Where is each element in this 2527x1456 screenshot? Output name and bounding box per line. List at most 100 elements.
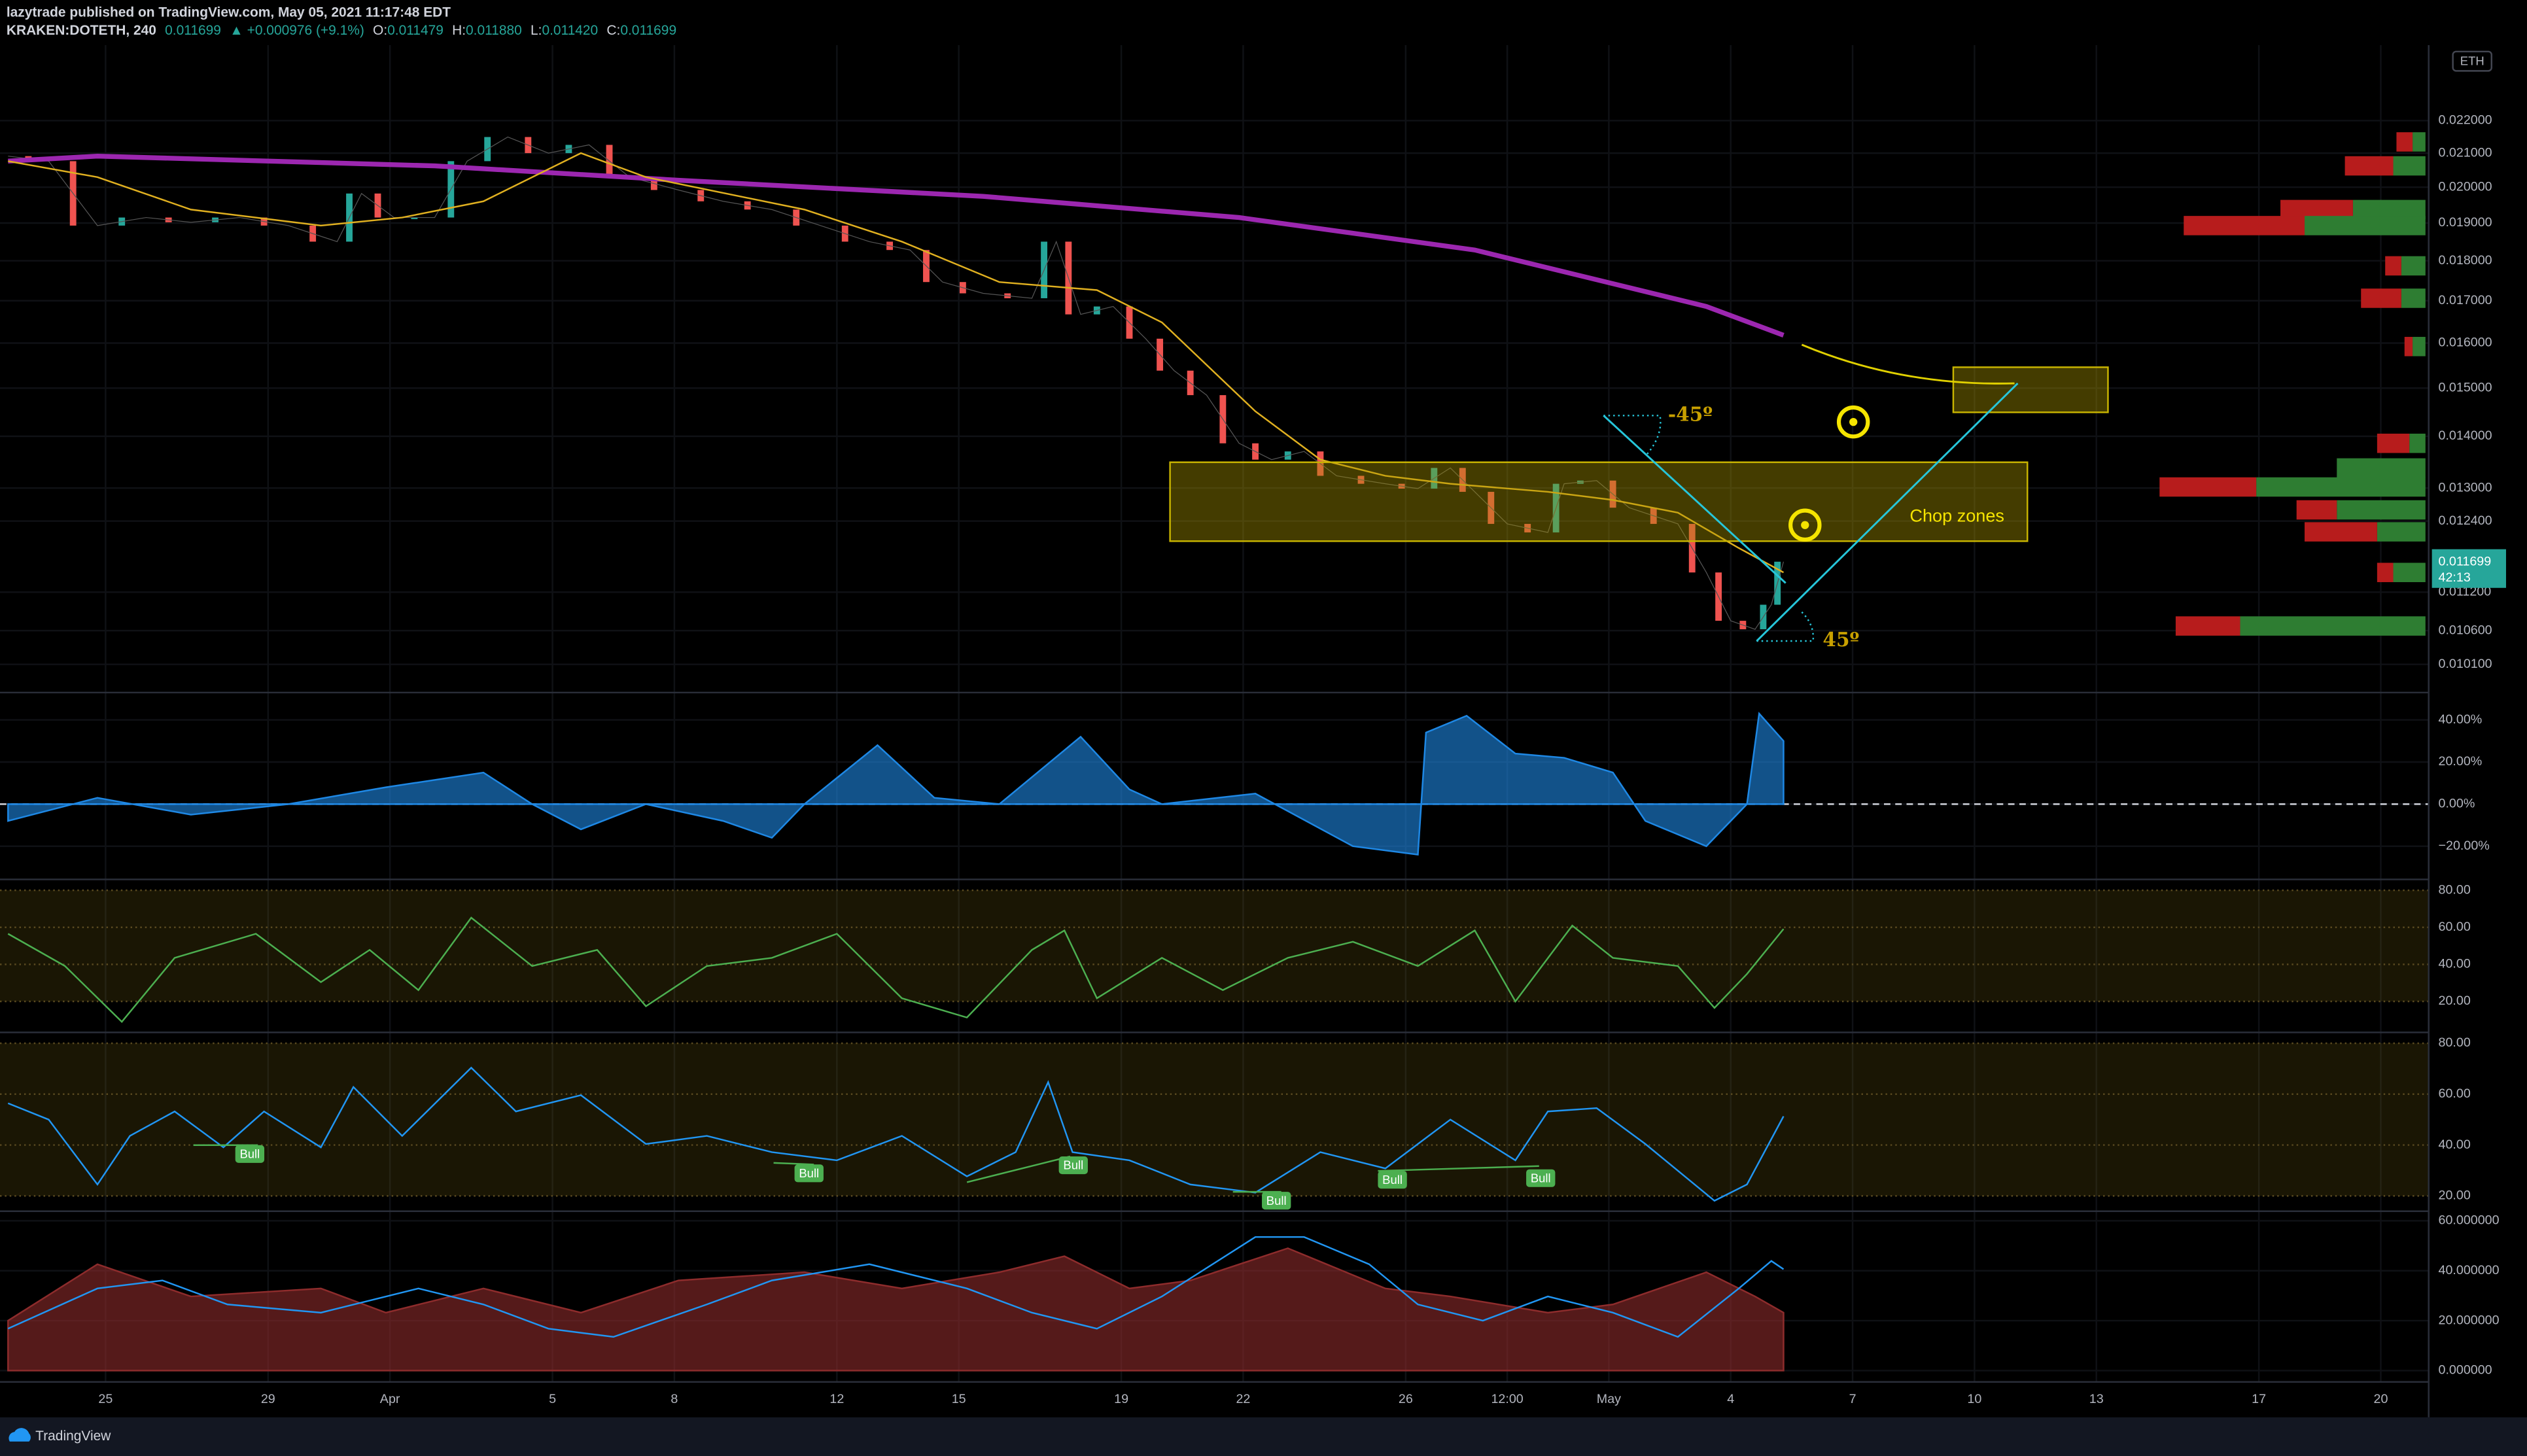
x-tick-label: 12:00 [1491, 1392, 1523, 1406]
bull-tag: Bull [1526, 1169, 1556, 1187]
ohlc-value: 0.011479 [387, 22, 444, 37]
profile-buy [2240, 616, 2426, 636]
currency-box[interactable] [2452, 50, 2493, 72]
y-tick-label: 0.000000 [2438, 1363, 2492, 1378]
y-tick-label: 60.000000 [2438, 1213, 2499, 1228]
symbol-line: KRAKEN:DOTETH, 240 0.011699 ▲ +0.000976 … [7, 22, 676, 37]
y-tick-label: 20.00 [2438, 1188, 2470, 1203]
x-tick-label: 12 [829, 1392, 844, 1406]
layers: 25 29 Apr 5 8 12 15 19 22 26 12:00 May 4 7 10 13 17 20 0.0… [0, 44, 2500, 1406]
profile-buy [2393, 156, 2426, 176]
bull-box [235, 1145, 265, 1163]
y-tick-label: 0.015000 [2438, 381, 2492, 395]
bull-box [794, 1164, 824, 1183]
x-tick-label: May [1597, 1392, 1621, 1406]
area [7, 712, 1785, 856]
bull-text: Bull [239, 1147, 260, 1160]
y-tick-label: 0.010100 [2438, 657, 2492, 671]
bull-text: Bull [1531, 1171, 1551, 1185]
marker-circle [1788, 508, 1822, 542]
line [7, 916, 1785, 1023]
y-tick-label: 0.020000 [2438, 179, 2492, 194]
profile-buy [2413, 337, 2426, 356]
zone-label: Chop zones [1909, 506, 2004, 526]
y-tick-label: 0.013000 [2438, 480, 2492, 494]
profile-sell [2361, 288, 2401, 308]
x-tick-label: 4 [1727, 1392, 1734, 1406]
footer-bar [0, 1417, 2527, 1456]
y-tick-label: 40.000000 [2438, 1263, 2499, 1277]
y-tick-label: 0.010600 [2438, 623, 2492, 637]
publisher-text: lazytrade published on TradingView.com, … [7, 5, 451, 20]
x-tick-label: 19 [1114, 1392, 1128, 1406]
bull-tag: Bull [794, 1164, 824, 1183]
profile-sell [2175, 616, 2240, 636]
ohlc-value: 0.011880 [466, 22, 522, 37]
bull-tag: Bull [1378, 1171, 1407, 1189]
currency[interactable]: ETH [2460, 54, 2484, 68]
band [0, 890, 2429, 1001]
ohlc-value: 0.011699 [620, 22, 676, 37]
profile-buy [2409, 433, 2426, 453]
bull-box [1058, 1156, 1088, 1175]
bull-labels: Bull Bull Bull Bull Bull Bull [235, 1145, 1556, 1210]
bull-text: Bull [1266, 1194, 1287, 1207]
profile-sell [2344, 156, 2394, 176]
x-tick-label: 26 [1399, 1392, 1413, 1406]
logo[interactable] [9, 1428, 31, 1442]
profile-buy [2256, 477, 2426, 497]
x-tick-label: Apr [380, 1392, 400, 1406]
y-tick-label: 0.017000 [2438, 293, 2492, 307]
profile-buy [2377, 522, 2426, 542]
bull-tag: Bull [1058, 1156, 1088, 1175]
symbol: KRAKEN:DOTETH, 240 [7, 22, 156, 37]
profile-sell [2377, 563, 2394, 582]
profile-buy [2337, 458, 2426, 478]
y-tick-label: 40.00 [2438, 1137, 2470, 1152]
y-tick-label: 60.00 [2438, 1086, 2470, 1101]
price-badge [2431, 549, 2506, 588]
profile-buy [2393, 563, 2426, 582]
profile-sell [2404, 337, 2413, 356]
divergence-line [1378, 1165, 1539, 1172]
x-tick-label: 13 [2089, 1392, 2104, 1406]
profile-sell [2184, 216, 2305, 235]
y-tick-label: 0.011200 [2438, 585, 2491, 599]
bull-text: Bull [799, 1166, 819, 1180]
y-tick-label: 20.00 [2438, 994, 2470, 1008]
x-tick-label: 17 [2252, 1392, 2266, 1406]
marker-dot [1801, 521, 1809, 529]
y-tick-label: 0.016000 [2438, 336, 2492, 350]
line [7, 1236, 1785, 1338]
change: ▲ +0.000976 (+9.1%) [230, 22, 364, 37]
profile-sell [2396, 132, 2413, 152]
x-tick-label: 5 [549, 1392, 556, 1406]
trend-line [1756, 382, 2019, 642]
marker-circle [1836, 405, 1870, 439]
x-tick-label: 7 [1849, 1392, 1856, 1406]
profile-buy [2401, 288, 2426, 308]
line [8, 153, 1785, 338]
angle-arc [1603, 415, 1662, 455]
target-zone [1952, 366, 2109, 413]
x-tick-label: 10 [1967, 1392, 1981, 1406]
y-tick-label: 20.00% [2438, 754, 2482, 769]
brand[interactable]: TradingView [35, 1429, 111, 1444]
ohlc-label: L: [531, 22, 542, 37]
y-tick-label: 0.018000 [2438, 253, 2492, 268]
chop-zone [1169, 461, 2029, 542]
price-badge-value: 0.011699 [2438, 555, 2491, 569]
last-price: 0.011699 [165, 22, 221, 37]
x-tick-label: 25 [98, 1392, 113, 1406]
line [8, 152, 1785, 574]
projection-line [1801, 343, 2015, 385]
y-tick-label: 0.014000 [2438, 428, 2492, 443]
x-tick-label: 20 [2374, 1392, 2388, 1406]
trend-line [1603, 415, 1786, 584]
ohlc-value: 0.011420 [542, 22, 598, 37]
bull-tag: Bull [235, 1145, 265, 1163]
candle [411, 217, 418, 220]
